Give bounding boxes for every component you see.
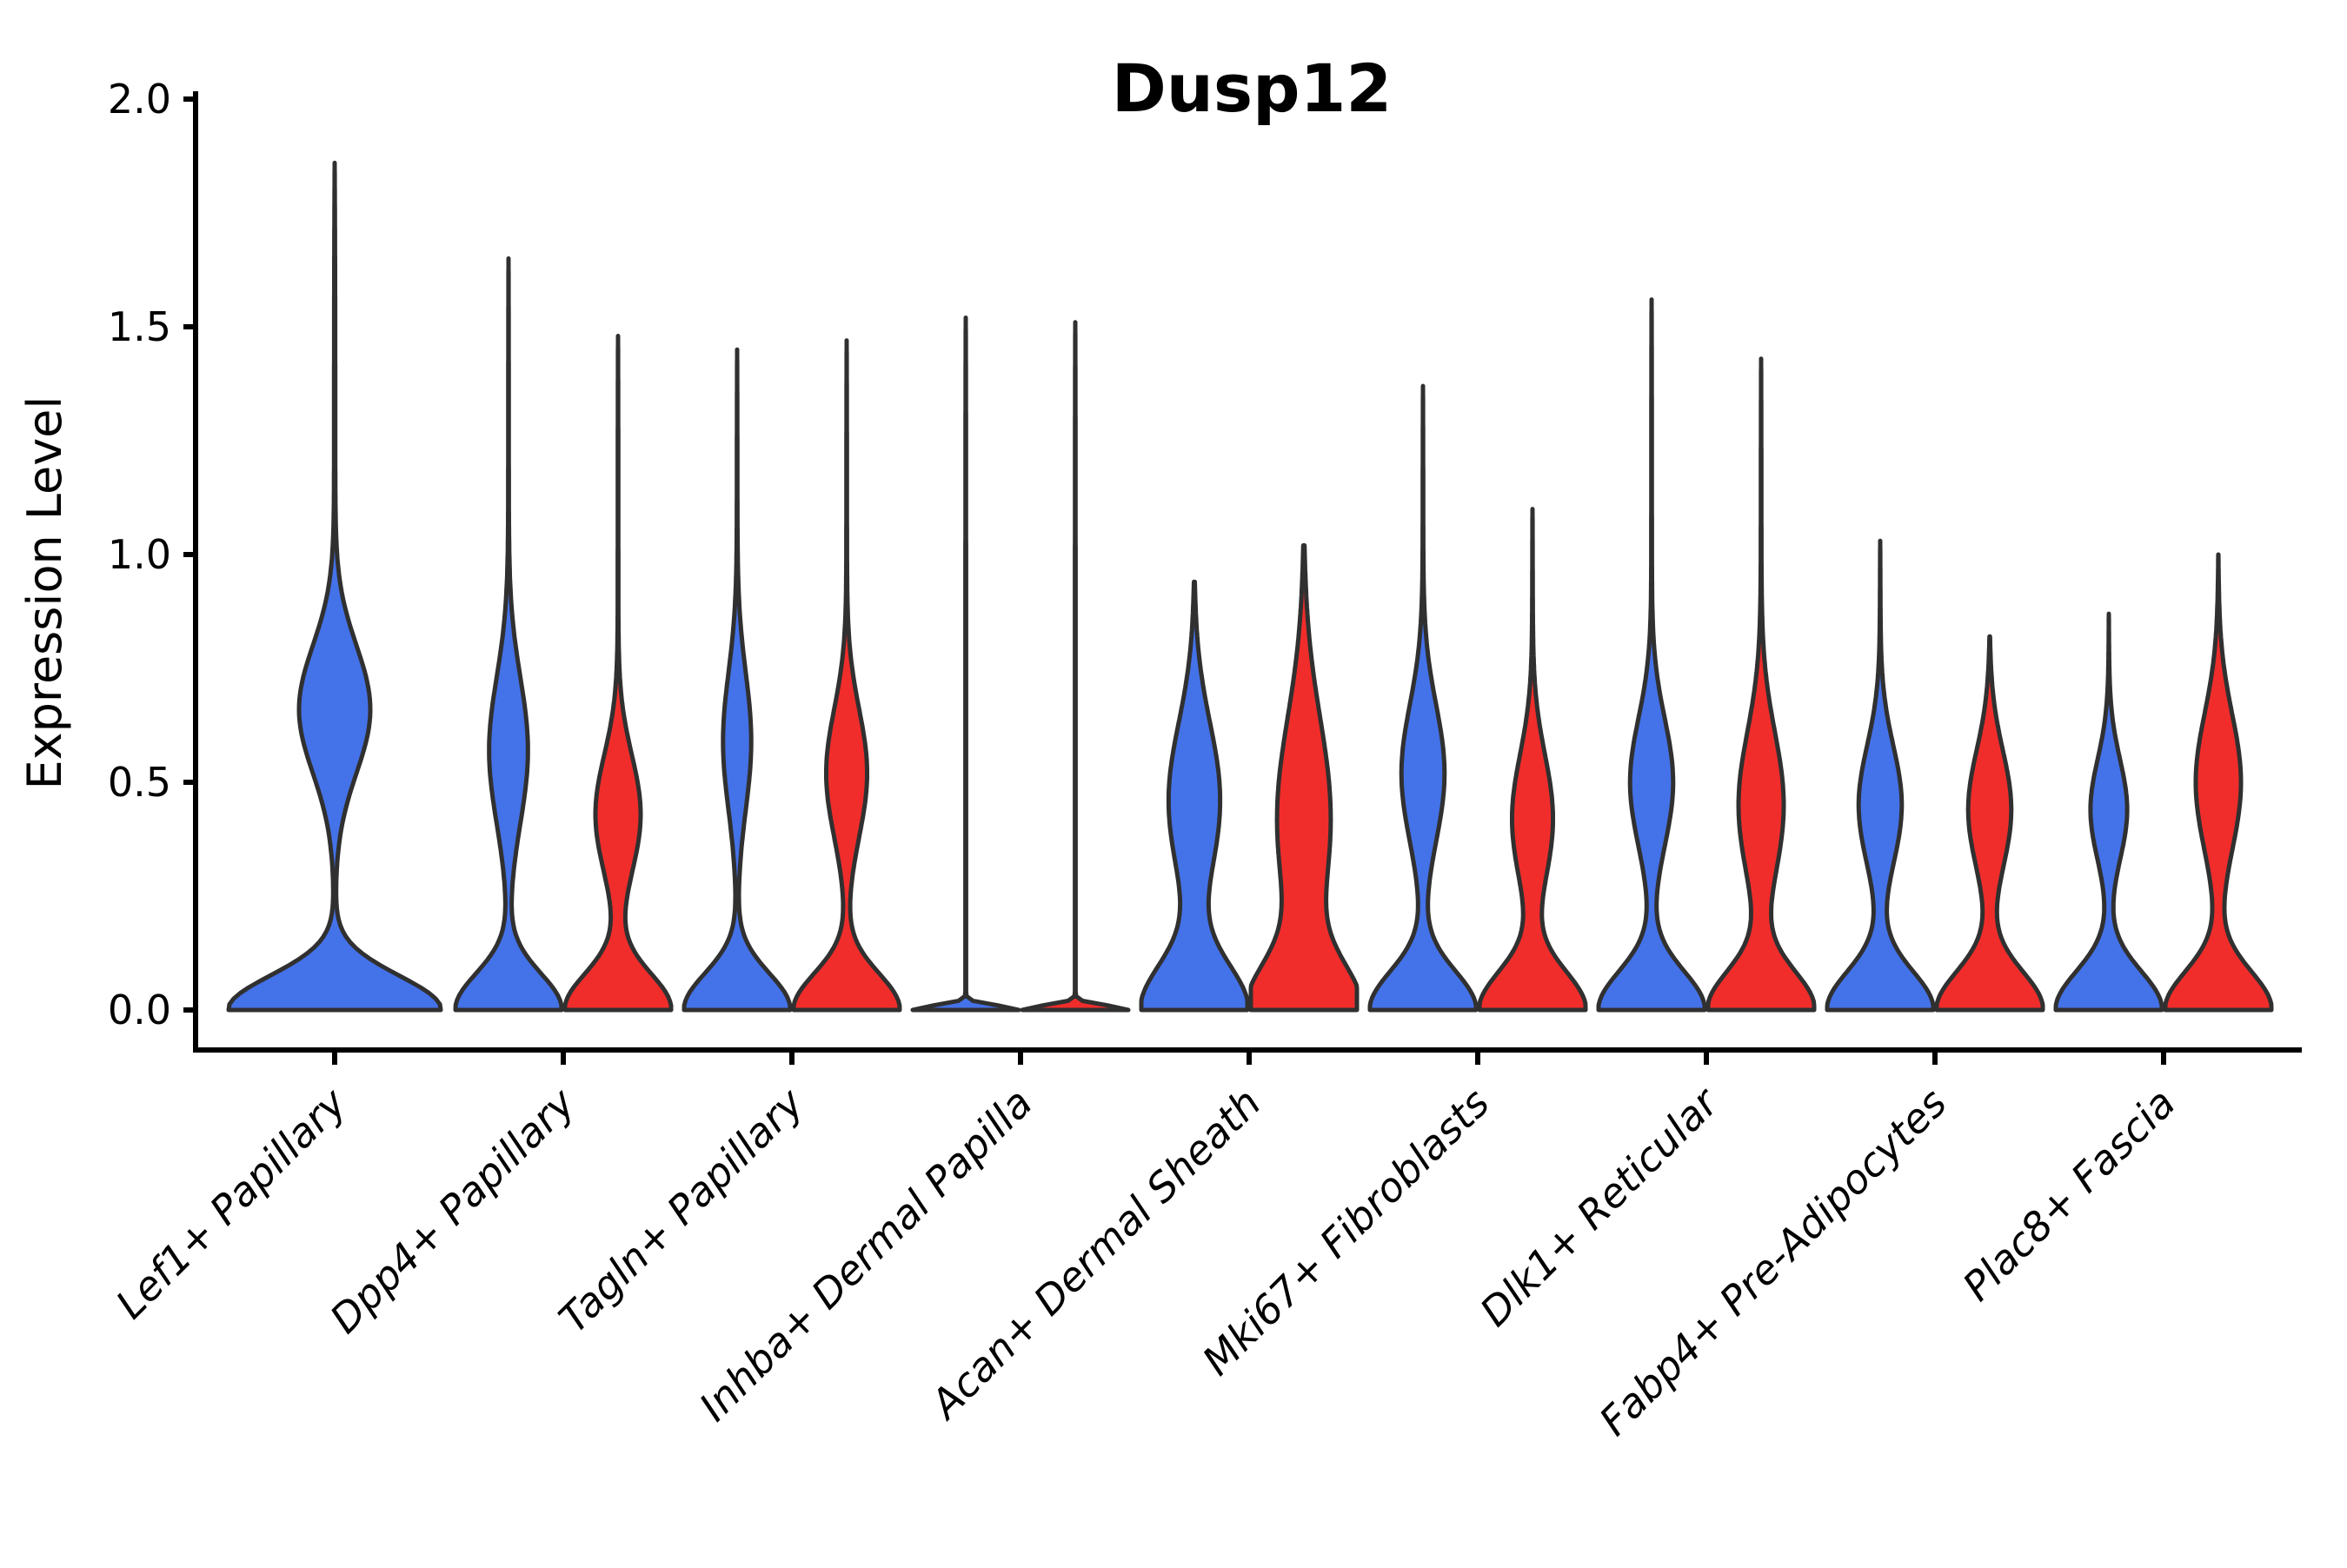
violin-red-mki67-fibroblasts — [1477, 507, 1588, 1013]
violin-blue-fabp4-pre-adipocytes — [1825, 538, 1936, 1013]
y-tick-label: 2.0 — [108, 76, 171, 123]
y-tick-label: 0.0 — [108, 987, 171, 1033]
y-tick-label: 1.5 — [108, 303, 171, 350]
violin-red-acan-dermal-sheath — [1248, 543, 1360, 1013]
violin-red-dpp4-papillary — [562, 334, 674, 1013]
violin-blue-tagln-papillary — [681, 347, 793, 1013]
violin-blue-dpp4-papillary — [453, 256, 564, 1013]
chart-title: Dusp12 — [1112, 50, 1393, 127]
violin-red-tagln-papillary — [791, 338, 902, 1013]
violin-blue-acan-dermal-sheath — [1139, 579, 1250, 1013]
violins-layer — [226, 160, 2274, 1013]
violin-red-inhba-dermal-papilla — [1020, 320, 1131, 1013]
violin-blue-plac8-fascia — [2053, 611, 2164, 1013]
violin-blue-inhba-dermal-papilla — [910, 316, 1021, 1013]
violin-red-fabp4-pre-adipocytes — [1934, 634, 2045, 1013]
violin-blue-dlk1-reticular — [1596, 297, 1707, 1013]
violin-blue-lef1-papillary — [226, 160, 443, 1013]
y-axis-label: Expression Level — [17, 396, 72, 790]
y-ticks-layer: 0.0 0.5 1.0 1.5 2.0 — [108, 76, 196, 1033]
violin-red-dlk1-reticular — [1705, 356, 1817, 1013]
violin-red-plac8-fascia — [2163, 552, 2274, 1013]
y-tick-label: 1.0 — [108, 531, 171, 578]
violin-blue-mki67-fibroblasts — [1367, 383, 1479, 1013]
y-tick-label: 0.5 — [108, 759, 171, 806]
